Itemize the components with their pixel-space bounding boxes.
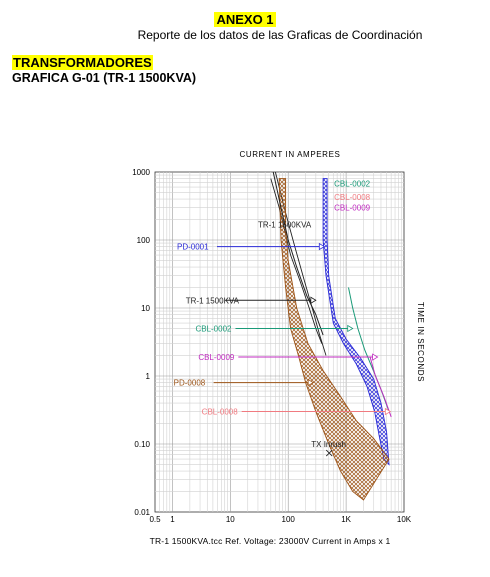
label-cbl-0009: CBL-0009 (198, 353, 235, 362)
inrush-marker (325, 449, 333, 457)
annotation-tx-inrush: TX Inrush (311, 440, 346, 449)
x-tick-label: 10K (397, 515, 412, 524)
marker-pd-0001 (318, 242, 326, 251)
marker-cbl-0009 (372, 353, 379, 361)
report-subtitle: Reporte de los datos de las Graficas de … (137, 28, 423, 42)
y-tick-label: 1000 (132, 168, 150, 177)
series-cbl-0009 (369, 356, 392, 418)
series-labels: CBL-0002 CBL-0002 CBL-0008 CBL-0008 CBL-0009… (174, 179, 392, 457)
marker-tr-1-1500kva (310, 296, 317, 304)
annex-title: ANEXO 1 (214, 12, 276, 27)
label-pd-0001: PD-0001 (177, 243, 209, 252)
series-pd-0001 (322, 178, 390, 466)
x-tick-label: 0.5 (149, 515, 161, 524)
figure-title: GRAFICA G-01 (TR-1 1500KVA) (12, 71, 197, 85)
x-tick-label: 1 (170, 515, 175, 524)
y-tick-label: 100 (137, 236, 151, 245)
y-tick-label: 0.01 (134, 508, 150, 517)
x-axis-title: CURRENT IN AMPERES (240, 150, 341, 159)
label2-tr-1-1500kva: TR-1 1500KVA (258, 220, 312, 229)
label2-cbl-0008: CBL-0008 (334, 193, 371, 202)
series-tr-1-1500kva (272, 171, 324, 336)
x-tick-label: 1K (341, 515, 351, 524)
y-tick-label: 10 (141, 304, 150, 313)
marker-cbl-0002 (347, 324, 354, 333)
label-cbl-0002: CBL-0002 (195, 324, 232, 333)
label-tr-1-1500kva: TR-1 1500KVA (186, 296, 240, 305)
y-tick-label: 1 (146, 372, 151, 381)
chart-series (270, 171, 392, 501)
chart-footer: TR-1 1500KVA.tcc Ref. Voltage: 23000V Cu… (149, 536, 391, 546)
x-tick-label: 100 (282, 515, 296, 524)
marker-cbl-0008 (384, 407, 392, 416)
marker-pd-0008 (307, 378, 314, 387)
y-tick-label: 0.10 (134, 440, 150, 449)
label2-cbl-0002: CBL-0002 (334, 179, 371, 188)
label-pd-0008: PD-0008 (174, 379, 206, 388)
x-tick-label: 10 (226, 515, 235, 524)
section-title: TRANSFORMADORES (12, 55, 153, 70)
y-axis-title: TIME IN SECONDS (416, 302, 425, 382)
axis-ticks: 0.5 1 10 100 1K 10K 1000 100 10 1 0.10 0.01 (132, 168, 412, 524)
series-pd-0008 (278, 178, 390, 501)
label-cbl-0008: CBL-0008 (202, 408, 239, 417)
label2-cbl-0009: CBL-0009 (334, 204, 371, 213)
